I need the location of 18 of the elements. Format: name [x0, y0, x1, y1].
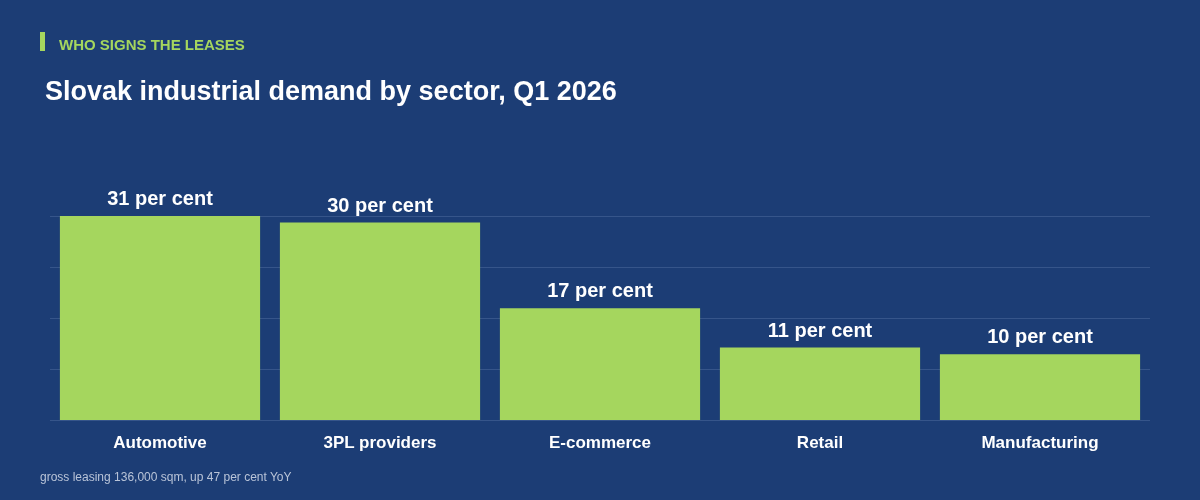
- bar: [499, 308, 701, 420]
- x-tick-label: Automotive: [113, 433, 207, 452]
- text: gross leasing 136,000 sqm, up 47 per cent YoY: [40, 470, 292, 484]
- chart-title: Slovak industrial demand by sector, Q1 2026: [45, 75, 617, 106]
- data-label: 31 per cent: [107, 187, 214, 209]
- x-tick-label: 3PL providers: [323, 433, 437, 452]
- bar: [939, 354, 1141, 420]
- data-label: 30 per cent: [327, 193, 434, 216]
- chart-subtitle: WHO SIGNS THE LEASES: [59, 36, 245, 53]
- data-label: 11 per cent: [767, 318, 873, 341]
- bar: [719, 347, 921, 420]
- data-label: 10 per cent: [987, 325, 1094, 348]
- bar: [59, 216, 261, 420]
- bar: [279, 222, 481, 420]
- x-tick-label: Retail: [796, 433, 844, 452]
- x-tick-label: E-commerce: [548, 433, 652, 452]
- x-tick-label: Manufacturing: [981, 433, 1099, 452]
- data-label: 17 per cent: [547, 279, 654, 302]
